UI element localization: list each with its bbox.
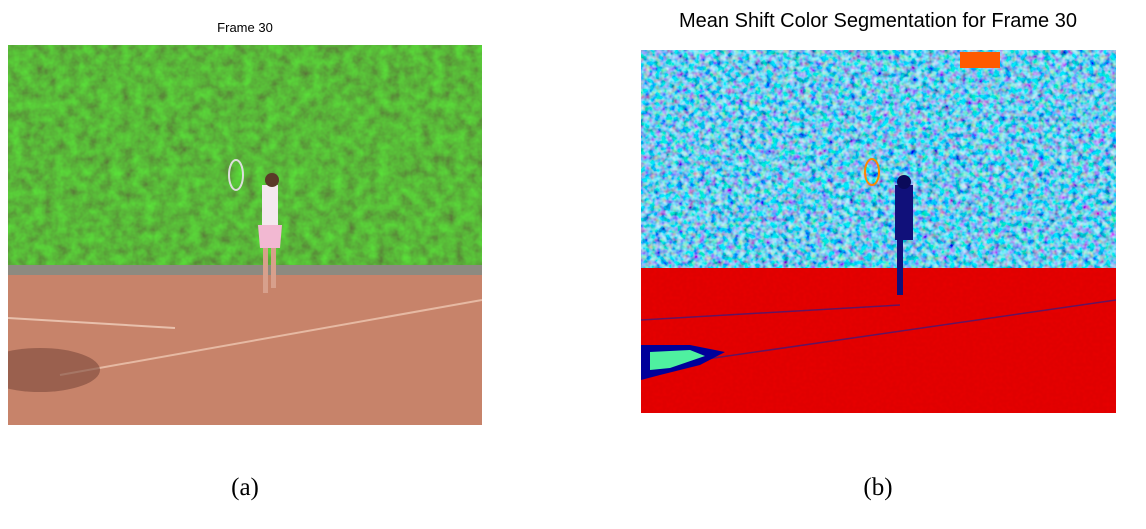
panel-caption: (b): [863, 474, 892, 501]
panel-title: Mean Shift Color Segmentation for Frame …: [679, 10, 1077, 32]
segmentation-image: [641, 50, 1116, 413]
frame-image: [0, 45, 482, 425]
panel-caption: (a): [231, 474, 259, 501]
panel-title: Frame 30: [217, 20, 273, 35]
figure: Frame 30 (a) Mean Shift Color Segmentati…: [0, 0, 1146, 529]
